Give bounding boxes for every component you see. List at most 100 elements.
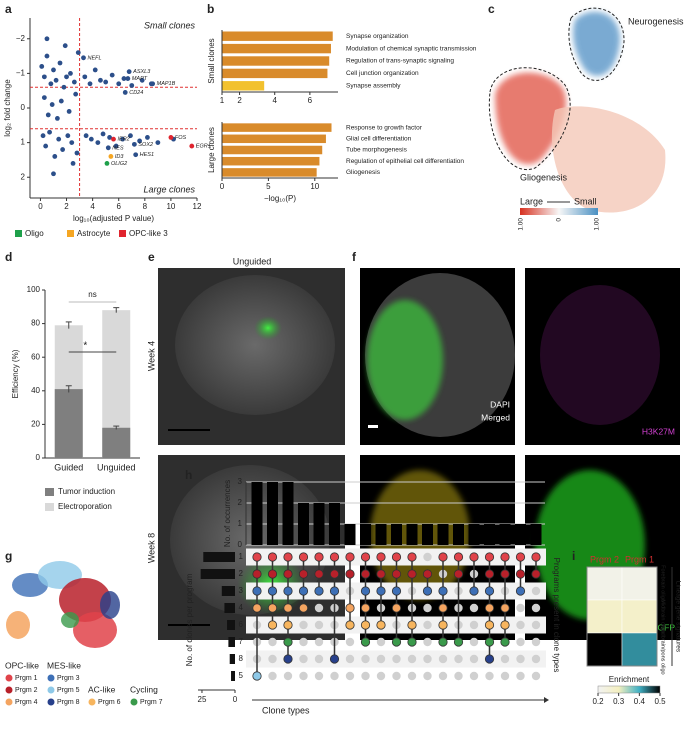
set-dot [360,569,371,579]
empty-dot [500,654,510,664]
side-label: Programs present in clone types [552,558,561,673]
empty-dot [314,603,324,613]
point [39,64,45,69]
bar [484,524,495,545]
legend-label: Prgm 6 [98,699,121,706]
set-dot [283,586,293,596]
set-dot [438,586,448,596]
row-label: 3 [239,586,244,595]
x-tick-label: 10 [166,202,175,211]
annotation: Large clones [143,184,195,194]
point [73,91,79,97]
heat-cell [621,566,658,601]
legend-dot [47,674,55,682]
bar [231,671,235,681]
set-dot [252,671,262,681]
empty-dot [531,671,541,681]
point [41,74,47,80]
y-tick-label: 1 [21,138,26,147]
point [40,133,46,139]
point [65,133,71,139]
point [56,136,62,142]
set-dot [283,603,293,613]
set-dot [298,586,309,596]
set-dot [252,586,262,596]
bar [267,482,278,545]
point [129,83,135,88]
row-label: Week 8 [146,533,156,563]
category-label: Tube morphogenesis [346,147,408,154]
gene-label: OLIG2 [111,161,127,167]
empty-dot [376,637,386,647]
point [100,131,106,137]
point [41,95,47,101]
gene-label: CD24 [129,90,143,96]
x-tick-label: 0 [233,695,238,704]
cluster-label: Neurogenesis [628,16,684,26]
y-axis-title: Efficiency (%) [11,349,20,398]
gene-point [111,136,116,142]
y-tick-label: 60 [31,352,40,361]
colorbar [520,208,598,215]
bar [499,524,511,545]
empty-dot [500,671,510,681]
panel-letter: g [5,549,12,563]
set-dot [515,586,526,596]
empty-dot [361,654,370,664]
legend-label: Tumor induction [58,487,115,496]
point [88,136,94,142]
y-tick-label: −1 [16,68,26,77]
image-title: Unguided [233,256,272,266]
set-dot [329,586,340,596]
cluster-label: Gliogenesis [520,172,568,182]
legend-swatch [45,488,54,496]
legend-left: Large [520,196,543,206]
bar [391,524,402,545]
bar [360,524,371,545]
gene-label: FOS [175,135,187,141]
point [44,53,50,59]
bar [329,503,340,545]
x-tick-label: 6 [308,96,313,105]
empty-dot [423,671,432,681]
point [54,115,60,121]
empty-dot [516,654,525,664]
point [128,133,133,139]
y-axis-title: Small clones [207,38,216,83]
y-tick-label: 1 [238,519,243,528]
point [47,129,52,135]
colorbar-title: Enrichment [609,675,650,684]
point [66,109,72,114]
legend-label: Prgm 1 [15,675,38,682]
point [52,154,58,159]
set-dot [267,620,278,630]
empty-dot [423,654,432,664]
channel-label: H3K27M [642,426,675,436]
set-dot [345,620,355,630]
empty-dot [438,654,448,664]
legend-dot [130,698,138,706]
y-axis-title: log₂ fold change [3,79,12,137]
set-dot [500,637,510,647]
group-label: MES-like [47,660,81,670]
set-dot [407,620,417,630]
bar [222,68,328,79]
legend-swatch [119,230,126,237]
set-dot [407,637,417,647]
point [48,81,54,87]
empty-dot [485,671,494,681]
gene-label: NEFL [87,55,101,61]
colorbar-tick: 1.00 [518,218,525,231]
y-tick-label: 0 [238,540,243,549]
x-tick-label: 4 [90,202,95,211]
x-tick-label: Guided [54,462,83,472]
point [103,79,109,85]
set-dot [484,637,495,647]
set-dot [484,654,495,664]
row-label: Midbrain oligo [660,599,666,633]
umap-g [6,561,120,648]
bar [468,524,480,545]
point [155,140,161,146]
